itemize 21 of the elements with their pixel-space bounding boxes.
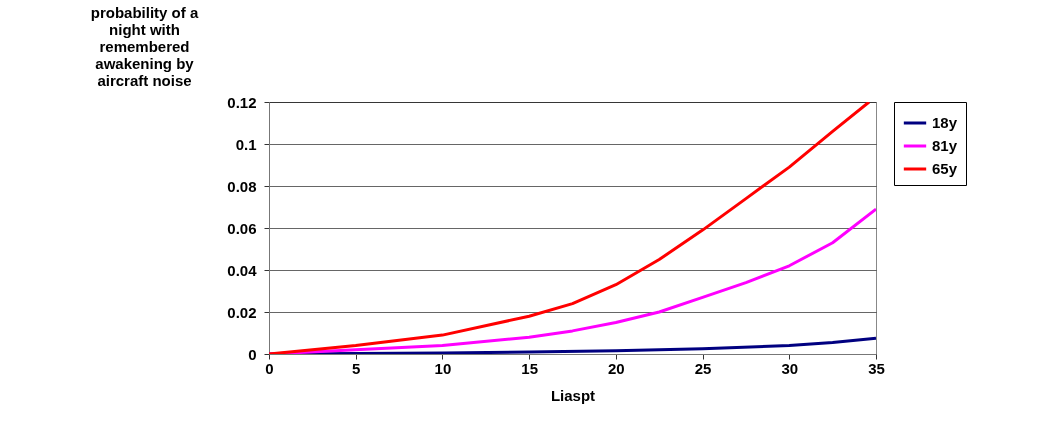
y-tick-label: 0.08: [227, 177, 257, 195]
y-tick-label: 0.12: [227, 93, 257, 111]
y-tick-label: 0.06: [227, 219, 257, 237]
y-tick-label: 0: [248, 345, 257, 363]
x-tick-label: 20: [608, 359, 625, 377]
x-tick-label: 0: [265, 359, 274, 377]
y-axis-title: probability of a night with remembered awakening by aircraft noise: [90, 3, 199, 89]
line-series: [269, 102, 871, 354]
x-tick-label: 25: [694, 359, 712, 377]
x-tick-label: 30: [781, 359, 799, 377]
legend-label: 18y: [932, 114, 958, 131]
x-axis-title: Liaspt: [550, 386, 596, 404]
x-tick-label: 35: [868, 359, 885, 377]
x-tick-label: 10: [434, 359, 452, 377]
y-tick-label: 0.1: [235, 135, 257, 153]
legend-label: 65y: [932, 160, 958, 177]
x-tick-label: 5: [352, 359, 361, 377]
x-tick-label: 15: [521, 359, 538, 377]
y-tick-label: 0.04: [227, 261, 258, 279]
legend-label: 81y: [932, 137, 958, 154]
y-tick-label: 0.02: [227, 303, 257, 321]
